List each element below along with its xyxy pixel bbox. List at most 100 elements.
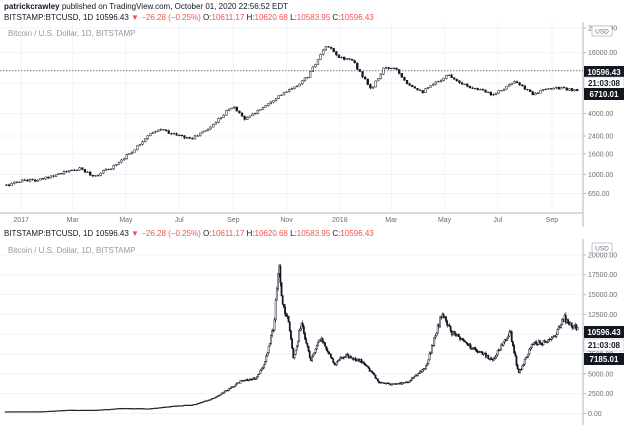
price-tick-label: 0.00 bbox=[588, 411, 602, 418]
candle-body bbox=[272, 329, 275, 332]
candle-body bbox=[377, 78, 380, 82]
candle-body bbox=[426, 363, 429, 366]
candle-body bbox=[260, 368, 263, 371]
candle-body bbox=[542, 89, 545, 91]
candle-body bbox=[257, 374, 259, 378]
candle-body bbox=[550, 337, 553, 340]
candle-body bbox=[356, 62, 359, 70]
candle-body bbox=[388, 383, 391, 385]
candle-body bbox=[277, 95, 280, 99]
candle-body bbox=[458, 334, 460, 338]
candle-body bbox=[437, 81, 440, 83]
candle-body bbox=[365, 364, 368, 367]
candle-body bbox=[395, 67, 398, 70]
candle-body bbox=[267, 103, 270, 106]
candle-body bbox=[455, 78, 458, 81]
price-tag-label: 10596.43 bbox=[587, 68, 621, 77]
candle-body bbox=[549, 88, 553, 90]
candle-body bbox=[305, 338, 308, 344]
candle-body bbox=[475, 349, 478, 352]
candle-body bbox=[36, 179, 39, 182]
candle-body bbox=[138, 143, 142, 147]
candle-body bbox=[193, 135, 197, 140]
candle-body bbox=[219, 117, 223, 119]
candle-body bbox=[508, 84, 511, 87]
candle-body bbox=[319, 54, 322, 60]
candle-body bbox=[421, 369, 424, 373]
candle-body bbox=[28, 179, 32, 182]
candle-body bbox=[463, 340, 466, 343]
candle-body bbox=[258, 373, 261, 375]
candle-body bbox=[479, 89, 482, 91]
candle-body bbox=[47, 176, 50, 179]
candle-body bbox=[430, 345, 433, 354]
price-change: −26.28 (−0.25%) bbox=[141, 13, 201, 22]
log-price-chart[interactable]: 28000.0016000.008000.004000.002400.00160… bbox=[0, 22, 624, 227]
candle-body bbox=[311, 356, 313, 362]
candle-body bbox=[264, 105, 267, 108]
candle-body bbox=[130, 151, 134, 154]
candle-body bbox=[354, 357, 357, 361]
currency-box[interactable] bbox=[591, 25, 613, 37]
candle-body bbox=[5, 184, 8, 186]
low-value: 10583.95 bbox=[296, 229, 331, 238]
price-tick-label: 2500.00 bbox=[588, 391, 613, 398]
candle-body bbox=[225, 110, 228, 116]
candle-body bbox=[314, 348, 317, 353]
candle-body bbox=[445, 316, 447, 322]
candle-body bbox=[235, 106, 238, 112]
close-value: 10596.43 bbox=[340, 229, 374, 238]
candle-body bbox=[26, 179, 29, 182]
high-value: 10620.68 bbox=[254, 13, 288, 22]
candle-body bbox=[568, 88, 571, 91]
candle-body bbox=[222, 114, 225, 118]
candle-body bbox=[233, 106, 236, 109]
candle-body bbox=[445, 74, 448, 79]
high-label: H: bbox=[246, 13, 255, 22]
candle-body bbox=[565, 87, 568, 91]
candle-body bbox=[528, 349, 531, 355]
candle-body bbox=[344, 356, 346, 358]
candle-body bbox=[227, 108, 231, 111]
author-name[interactable]: patrickcrawley bbox=[4, 2, 60, 11]
candle-body bbox=[109, 168, 113, 170]
candle-body bbox=[421, 90, 424, 93]
candle-body bbox=[339, 357, 342, 361]
candle-body bbox=[180, 134, 183, 136]
candle-body bbox=[315, 345, 318, 350]
candle-body bbox=[540, 342, 543, 345]
candle-body bbox=[294, 349, 297, 355]
candle-body bbox=[196, 403, 198, 405]
candle-body bbox=[442, 77, 445, 81]
candle-body bbox=[469, 344, 472, 349]
linear-price-chart[interactable]: 20000.0017500.0015000.0012500.0010000.00… bbox=[0, 239, 624, 425]
candle-body bbox=[362, 361, 365, 364]
candle-body bbox=[387, 382, 390, 384]
price-tick-label: 12500.00 bbox=[588, 312, 617, 319]
candle-body bbox=[337, 360, 339, 362]
candle-body bbox=[345, 354, 348, 357]
candle-body bbox=[416, 373, 419, 377]
candle-body bbox=[535, 341, 538, 345]
candle-body bbox=[206, 128, 210, 131]
low-label: L: bbox=[290, 13, 297, 22]
candle-body bbox=[374, 374, 377, 379]
candle-body bbox=[343, 56, 346, 60]
candle-body bbox=[208, 399, 211, 401]
candle-body bbox=[248, 115, 252, 118]
candle-body bbox=[460, 82, 464, 85]
candle-body bbox=[107, 168, 110, 170]
candle-body bbox=[312, 353, 315, 357]
candle-body bbox=[267, 345, 270, 354]
candle-body bbox=[474, 347, 477, 350]
candle-body bbox=[83, 169, 87, 173]
currency-box[interactable] bbox=[591, 242, 613, 254]
candle-body bbox=[146, 135, 149, 140]
candle-body bbox=[408, 83, 411, 86]
candle-body bbox=[10, 183, 13, 187]
time-tick-label: Sep bbox=[546, 217, 559, 224]
candle-body bbox=[212, 123, 215, 128]
time-tick-label: Jul bbox=[175, 217, 184, 224]
candle-body bbox=[403, 382, 406, 384]
candle-body bbox=[500, 344, 503, 351]
